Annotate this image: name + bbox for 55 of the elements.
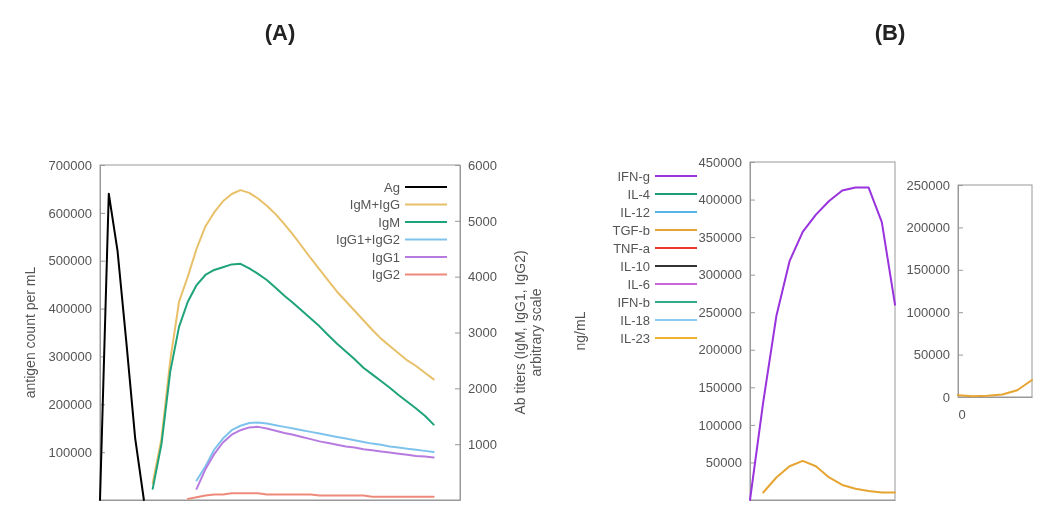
y2-tick-label: 4000 bbox=[468, 269, 497, 285]
y-tick-label: 600000 bbox=[48, 205, 92, 221]
y-tick-label: 700000 bbox=[48, 157, 92, 173]
y-tick-label: 100000 bbox=[698, 417, 742, 433]
y2-tick-label: 2000 bbox=[468, 380, 497, 396]
y2-tick-label: 1000 bbox=[468, 436, 497, 452]
legend-label: IL-18 bbox=[620, 312, 650, 328]
y2-tick-label: 5000 bbox=[468, 213, 497, 229]
y-tick-label: 100000 bbox=[906, 304, 950, 320]
y-tick-label: 200000 bbox=[906, 220, 950, 236]
y-tick-label: 250000 bbox=[906, 177, 950, 193]
y-tick-label: 300000 bbox=[48, 349, 92, 365]
y-tick-label: 0 bbox=[942, 389, 950, 405]
text: 0 bbox=[958, 407, 966, 422]
y-tick-label: 50000 bbox=[913, 347, 950, 363]
legend-label: IL-10 bbox=[620, 258, 650, 274]
y2-tick-label: 3000 bbox=[468, 325, 497, 341]
legend-label: Ag bbox=[384, 179, 400, 195]
y-tick-label: 400000 bbox=[48, 301, 92, 317]
legend-label: IL-12 bbox=[620, 204, 650, 220]
y-tick-label: 300000 bbox=[698, 267, 742, 283]
line-series bbox=[762, 459, 896, 494]
y-tick-label: 50000 bbox=[705, 455, 742, 471]
y2-axis-title: Ab titers (IgM, IgG1, IgG2) arbitrary scale bbox=[512, 250, 544, 415]
line-series bbox=[749, 186, 896, 501]
legend-label: IgM bbox=[378, 214, 400, 230]
legend-label: IL-6 bbox=[627, 276, 650, 292]
y-tick-label: 350000 bbox=[698, 229, 742, 245]
legend-label: IFN-g bbox=[617, 168, 650, 184]
chart-title: (B) bbox=[874, 20, 906, 45]
y-tick-label: 150000 bbox=[906, 262, 950, 278]
legend-label: IgM+IgG bbox=[349, 197, 400, 212]
legend-label: IgG1 bbox=[371, 249, 400, 265]
legend-label: IgG2 bbox=[371, 267, 400, 282]
y-tick-label: 100000 bbox=[48, 444, 92, 460]
line-series bbox=[195, 421, 435, 482]
legend-label: IL-23 bbox=[620, 330, 650, 346]
y-tick-label: 150000 bbox=[698, 379, 742, 395]
chart-title: (A) bbox=[264, 20, 296, 45]
y-tick-label: 200000 bbox=[48, 396, 92, 412]
y-axis-title: ng/mL bbox=[572, 311, 588, 351]
legend-label: IL-4 bbox=[627, 186, 650, 202]
line-series bbox=[99, 192, 145, 501]
legend-label: IgG1+IgG2 bbox=[336, 232, 400, 247]
legend-label: TNF-a bbox=[613, 240, 651, 256]
legend-label: IFN-b bbox=[617, 294, 650, 310]
y-tick-label: 200000 bbox=[698, 342, 742, 358]
y-tick-label: 450000 bbox=[698, 154, 742, 170]
legend-label: TGF-b bbox=[612, 222, 650, 238]
y-tick-label: 250000 bbox=[698, 304, 742, 320]
y-axis-title: antigen count per mL bbox=[22, 266, 38, 399]
y-tick-label: 500000 bbox=[48, 253, 92, 269]
y2-tick-label: 6000 bbox=[468, 157, 497, 173]
y-tick-label: 400000 bbox=[698, 192, 742, 208]
line-series bbox=[195, 425, 435, 490]
